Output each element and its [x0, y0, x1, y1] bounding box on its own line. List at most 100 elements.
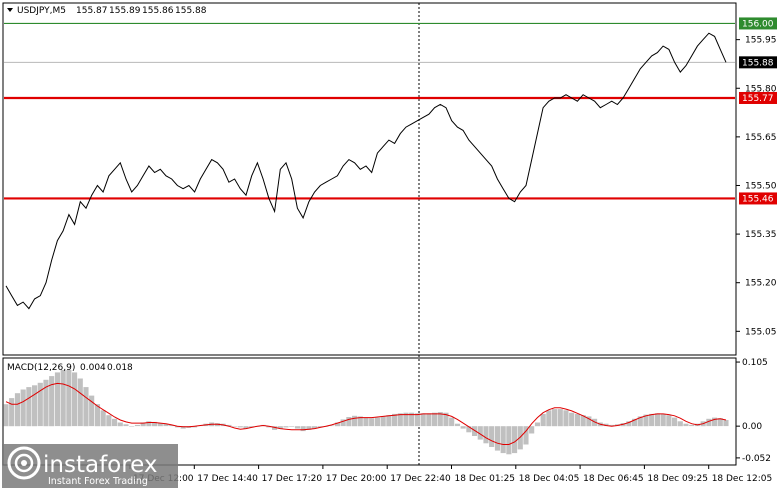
time-tick-label: 18 Dec 01:25: [455, 474, 516, 484]
macd-histogram-bar: [392, 413, 398, 427]
macd-histogram-bar: [369, 418, 375, 427]
symbol-label: USDJPY,M5: [17, 6, 66, 16]
macd-histogram-bar: [654, 413, 661, 427]
macd-histogram-bar: [283, 426, 289, 428]
macd-histogram-bar: [306, 426, 312, 430]
macd-histogram-bar: [106, 415, 112, 427]
macd-histogram-bar: [37, 382, 43, 427]
macd-histogram-bar: [717, 418, 723, 427]
time-tick-label: 18 Dec 06:45: [583, 474, 644, 484]
macd-histogram-bar: [317, 426, 323, 428]
current-price-tag: [739, 56, 777, 69]
time-tick-label: 18 Dec 12:05: [712, 474, 773, 484]
macd-histogram-bar: [706, 418, 712, 427]
macd-histogram-bar: [420, 413, 426, 427]
price-tick-label: 155.05: [745, 327, 777, 337]
time-tick-label: 18 Dec 09:25: [647, 474, 708, 484]
macd-histogram-bar: [454, 423, 461, 427]
time-tick-label: 17 Dec 17:20: [262, 474, 323, 484]
macd-signal-value: 0.018: [107, 363, 133, 373]
macd-histogram-bar: [414, 413, 421, 427]
macd-histogram-bar: [266, 426, 272, 428]
current-price-label: 155.88: [742, 58, 774, 68]
macd-histogram-bar: [152, 421, 158, 427]
time-tick-label: 17 Dec 20:00: [326, 474, 387, 484]
macd-histogram: [3, 370, 729, 455]
macd-histogram-bar: [163, 423, 169, 427]
price-level-label: 155.77: [742, 94, 774, 104]
macd-main-value: 0.004: [80, 363, 106, 373]
macd-histogram-bar: [374, 417, 381, 427]
macd-histogram-bar: [426, 413, 432, 427]
macd-histogram-bar: [146, 421, 152, 427]
time-tick-label: 17 Dec 22:40: [390, 474, 451, 484]
macd-histogram-bar: [660, 413, 666, 427]
symbol-header: USDJPY,M5 155.87 155.89 155.86 155.88: [7, 6, 207, 16]
macd-histogram-bar: [546, 410, 552, 427]
macd-histogram-bar: [89, 395, 95, 427]
macd-histogram-bar: [580, 415, 586, 427]
macd-histogram-bar: [449, 417, 455, 427]
macd-histogram-bar: [534, 422, 541, 427]
dropdown-triangle-icon[interactable]: [7, 8, 13, 12]
macd-histogram-bar: [329, 425, 335, 427]
macd-histogram-bar: [563, 410, 569, 427]
macd-histogram-bar: [477, 426, 483, 440]
macd-histogram-bar: [386, 415, 392, 427]
macd-histogram-bar: [574, 413, 581, 427]
macd-histogram-bar: [112, 418, 118, 427]
macd-histogram-bar: [632, 418, 638, 427]
macd-histogram-bar: [32, 385, 38, 427]
price-levels: [4, 22, 735, 200]
macd-histogram-bar: [569, 412, 575, 427]
macd-histogram-bar: [192, 426, 198, 428]
macd-histogram-bar: [683, 423, 689, 427]
macd-histogram-bar: [14, 393, 21, 427]
macd-histogram-bar: [72, 372, 78, 427]
macd-histogram-bar: [712, 417, 718, 427]
macd-histogram-bar: [54, 372, 61, 427]
macd-histogram-bar: [352, 415, 358, 427]
macd-histogram-bar: [363, 417, 369, 427]
price-tick-label: 155.95: [745, 36, 777, 46]
macd-histogram-bar: [437, 412, 443, 427]
macd-histogram-bar: [20, 389, 26, 427]
macd-histogram-bar: [517, 426, 523, 450]
price-line: [5, 32, 727, 310]
macd-histogram-bar: [237, 426, 243, 428]
macd-histogram-bar: [637, 416, 643, 427]
macd-tick-label: -0.052: [742, 454, 771, 464]
macd-histogram-bar: [677, 421, 683, 427]
macd-histogram-bar: [346, 417, 352, 427]
macd-histogram-bar: [380, 416, 386, 427]
macd-histogram-bar: [483, 426, 489, 444]
price-level-tag: [739, 192, 777, 205]
macd-histogram-bar: [60, 370, 66, 427]
macd-histogram-bar: [540, 413, 546, 427]
macd-histogram-bar: [26, 387, 32, 427]
macd-histogram-bar: [129, 426, 135, 427]
watermark: instaforex Instant Forex Trading: [2, 444, 178, 488]
price-tick-label: 155.50: [745, 181, 777, 191]
macd-panel-frame: [2, 357, 737, 466]
price-tick-label: 155.20: [745, 279, 777, 289]
macd-histogram-bar: [432, 412, 438, 427]
macd-histogram-bar: [117, 422, 123, 427]
macd-histogram-bar: [232, 426, 238, 427]
macd-histogram-bar: [3, 404, 9, 427]
ohlc-open: 155.87: [76, 6, 108, 16]
macd-histogram-bar: [592, 418, 598, 427]
macd-histogram-bar: [140, 422, 146, 427]
macd-histogram-bar: [609, 424, 615, 427]
macd-histogram-bar: [83, 387, 89, 427]
macd-histogram-bar: [123, 424, 129, 427]
macd-label: MACD(12,26,9): [7, 363, 75, 373]
macd-histogram-bar: [169, 424, 175, 427]
macd-histogram-bar: [289, 426, 295, 427]
macd-header: MACD(12,26,9) 0.004 0.018: [7, 363, 133, 373]
price-level-label: 156.00: [742, 19, 774, 29]
macd-histogram-bar: [100, 410, 106, 427]
macd-histogram-bar: [672, 417, 678, 427]
